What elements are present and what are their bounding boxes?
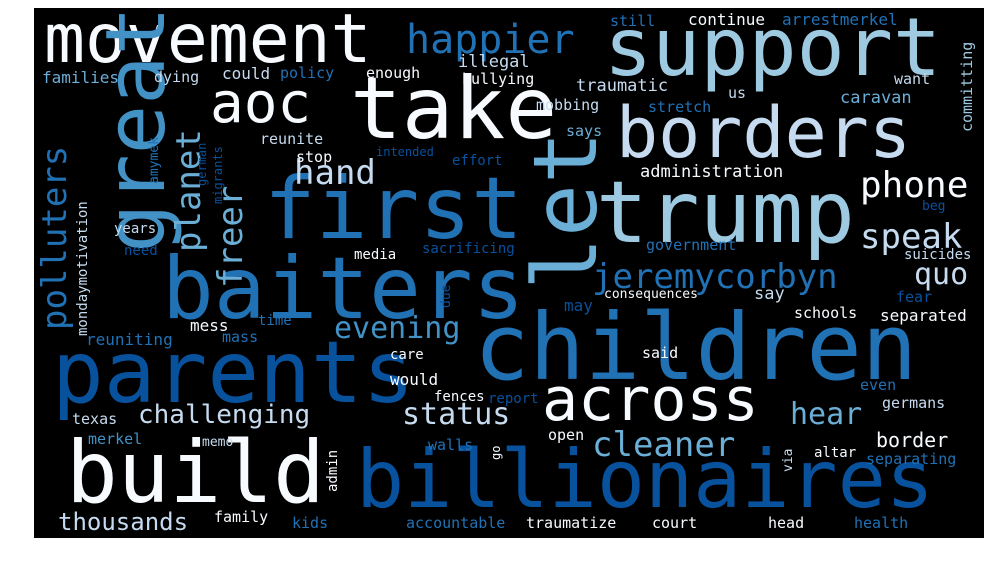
word-cloud-word: government bbox=[646, 236, 737, 254]
word-cloud-word: fences bbox=[434, 389, 485, 405]
word-cloud-word: texas bbox=[72, 410, 118, 428]
word-cloud-word: support bbox=[604, 8, 942, 94]
word-cloud-word: status bbox=[402, 397, 511, 432]
word-cloud-word: still bbox=[610, 12, 656, 30]
word-cloud-word: beg bbox=[922, 199, 946, 214]
word-cloud-word: stop bbox=[296, 148, 333, 166]
word-cloud-word: polluters bbox=[35, 145, 75, 330]
word-cloud-word: across bbox=[542, 365, 759, 435]
word-cloud-word: jeremycorbyn bbox=[592, 257, 838, 297]
word-cloud-word: mondaymotivation bbox=[75, 201, 91, 336]
word-cloud-word: intended bbox=[376, 145, 434, 159]
word-cloud-word: suicides bbox=[904, 247, 972, 263]
word-cloud-word: enough bbox=[366, 64, 421, 82]
word-cloud-word: traumatic bbox=[576, 76, 669, 96]
word-cloud-word: dying bbox=[154, 68, 200, 86]
word-cloud-word: traumatize bbox=[526, 514, 617, 532]
word-cloud-word: amymek bbox=[147, 137, 162, 184]
word-cloud-word: reunite bbox=[260, 130, 324, 148]
word-cloud-word: fear bbox=[896, 288, 933, 306]
word-cloud-word: even bbox=[860, 376, 897, 394]
word-cloud-word: kids bbox=[292, 514, 329, 532]
word-cloud-word: illegal bbox=[458, 52, 530, 72]
word-cloud-word: mobbing bbox=[536, 96, 600, 114]
word-cloud-word: continue bbox=[688, 10, 766, 29]
word-cloud-word: effort bbox=[452, 153, 503, 169]
word-cloud-word: merkel bbox=[88, 430, 143, 448]
word-cloud-word: hand bbox=[294, 153, 376, 193]
word-cloud-word: sacrificing bbox=[422, 241, 515, 257]
word-cloud-word: children bbox=[474, 294, 918, 401]
word-cloud-word: happier bbox=[406, 17, 575, 63]
word-cloud-word: media bbox=[354, 247, 397, 263]
word-cloud-word: speak bbox=[860, 217, 963, 257]
word-cloud-word: mess bbox=[190, 316, 229, 335]
word-cloud-word: challenging bbox=[138, 400, 311, 430]
word-cloud-word: admin bbox=[325, 449, 341, 492]
word-cloud-word: build bbox=[66, 423, 325, 523]
word-cloud-word: need bbox=[124, 243, 158, 259]
word-cloud-word: take bbox=[350, 59, 558, 159]
word-cloud-word: time bbox=[258, 313, 292, 329]
word-cloud-word: due bbox=[439, 284, 454, 308]
word-cloud-word: head bbox=[768, 514, 805, 532]
word-cloud-word: aoc bbox=[210, 71, 312, 136]
word-cloud-word: altar bbox=[814, 445, 857, 461]
word-cloud-word: family bbox=[214, 508, 269, 526]
word-cloud-word: separating bbox=[866, 450, 957, 468]
word-cloud-word: migrants bbox=[211, 146, 225, 204]
word-cloud-canvas: movement happier support aoc take border… bbox=[34, 8, 984, 538]
word-cloud-word: us bbox=[728, 84, 747, 102]
word-cloud-word: says bbox=[566, 122, 603, 140]
word-cloud-word: said bbox=[642, 344, 679, 362]
word-cloud-word: bullying bbox=[462, 70, 535, 88]
word-cloud-word: may bbox=[564, 296, 593, 315]
word-cloud-word: quo bbox=[914, 257, 969, 292]
word-cloud-word: hear bbox=[790, 397, 863, 432]
word-cloud-word: consequences bbox=[604, 287, 698, 302]
word-cloud-word: billionaires bbox=[356, 433, 934, 526]
word-cloud-word: german bbox=[195, 142, 209, 186]
word-cloud-word: cleaner bbox=[592, 425, 736, 465]
word-cloud-word: via bbox=[781, 448, 796, 472]
word-cloud-word: want bbox=[894, 70, 931, 88]
word-cloud-word: years bbox=[114, 221, 157, 237]
word-cloud-word: movement bbox=[44, 8, 372, 79]
word-cloud-word: accountable bbox=[406, 514, 506, 532]
word-cloud-word: reuniting bbox=[86, 330, 173, 349]
word-cloud-word: phone bbox=[860, 165, 969, 206]
word-cloud-word: first bbox=[264, 159, 523, 259]
word-cloud-word: trump bbox=[596, 163, 855, 263]
word-cloud-word: committing bbox=[958, 41, 976, 132]
word-cloud-word: walls bbox=[428, 436, 474, 454]
word-cloud-word: health bbox=[854, 514, 909, 532]
word-cloud-word: policy bbox=[280, 64, 335, 82]
word-cloud-word: baiters bbox=[162, 239, 525, 339]
word-cloud-word: mass bbox=[222, 328, 259, 346]
word-cloud-word: schools bbox=[794, 304, 858, 322]
word-cloud-word: memo bbox=[202, 435, 234, 450]
word-cloud-word: go bbox=[489, 445, 503, 460]
word-cloud-word: court bbox=[652, 514, 698, 532]
word-cloud-word: care bbox=[390, 347, 424, 363]
word-cloud-word: would bbox=[390, 370, 439, 389]
word-cloud-word: separated bbox=[880, 306, 967, 325]
word-cloud-word: germans bbox=[882, 394, 946, 412]
word-cloud-word: administration bbox=[640, 162, 784, 182]
word-cloud-word: families bbox=[42, 68, 120, 87]
word-cloud-word: stretch bbox=[648, 98, 712, 116]
word-cloud-word: open bbox=[548, 426, 585, 444]
word-cloud-word: border bbox=[876, 428, 949, 452]
word-cloud-word: say bbox=[754, 284, 785, 304]
word-cloud-word: great bbox=[89, 8, 184, 253]
word-cloud-word: thousands bbox=[58, 508, 189, 536]
word-cloud-word: parents bbox=[52, 323, 415, 423]
word-cloud-word: borders bbox=[616, 92, 912, 174]
word-cloud-word: evening bbox=[334, 311, 461, 346]
word-cloud-word: report bbox=[488, 391, 539, 407]
word-cloud-word: could bbox=[222, 64, 271, 83]
word-cloud-word: caravan bbox=[840, 88, 912, 108]
word-cloud-word: arrestmerkel bbox=[782, 10, 898, 29]
